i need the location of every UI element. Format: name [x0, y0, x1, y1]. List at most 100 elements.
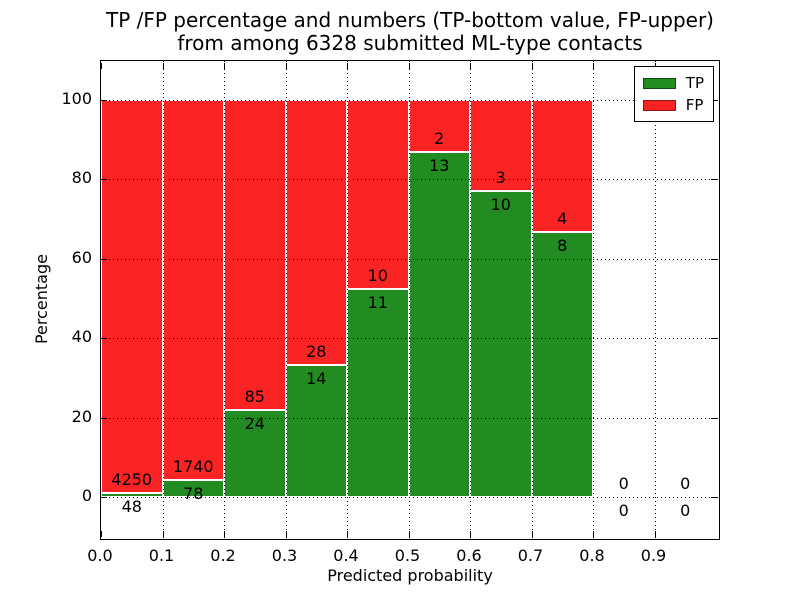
- fp-count-label: 4250: [111, 469, 153, 489]
- vertical-gridline: [408, 61, 410, 539]
- fp-count-label: 2: [434, 129, 445, 149]
- chart-title-line1: TP /FP percentage and numbers (TP-bottom…: [106, 8, 714, 32]
- x-tickmark: [654, 531, 656, 537]
- vertical-gridline: [654, 61, 656, 539]
- y-tickmark: [101, 99, 107, 101]
- tp-count-label: 14: [306, 368, 327, 388]
- y-tickmark: [101, 417, 107, 419]
- vertical-gridline: [347, 61, 348, 539]
- tp-count-label: 0: [618, 501, 629, 520]
- tp-bar: [408, 152, 470, 497]
- y-tick-label: 60: [71, 247, 92, 267]
- x-tickmark: [285, 531, 287, 537]
- x-tick-label: 0.8: [579, 546, 605, 565]
- x-tickmark-top: [408, 63, 410, 69]
- horizontal-gridline: [101, 417, 719, 419]
- fp-bar: [285, 99, 347, 365]
- horizontal-gridline: [101, 497, 719, 498]
- x-tick-label: 0.2: [210, 546, 236, 565]
- y-tickmark: [101, 338, 107, 339]
- x-tick-label: 0.6: [456, 546, 482, 565]
- x-tickmark: [408, 531, 410, 537]
- tp-count-label: 11: [367, 292, 388, 312]
- y-tickmark-right: [711, 258, 717, 260]
- vertical-gridline: [470, 61, 471, 539]
- fp-count-label: 4: [557, 208, 568, 228]
- legend-item-tp: TP: [642, 72, 704, 94]
- x-tick-label: 0.4: [333, 546, 359, 565]
- x-tickmark: [347, 531, 348, 537]
- y-tick-label: 100: [61, 88, 92, 108]
- chart-title: TP /FP percentage and numbers (TP-bottom…: [100, 9, 720, 55]
- tp-color-swatch: [642, 77, 676, 89]
- x-tick-label: 0.3: [271, 546, 298, 565]
- x-tick-label: 0.1: [148, 546, 175, 565]
- y-tickmark: [101, 179, 107, 180]
- fp-count-label: 10: [367, 265, 388, 285]
- y-axis-label: Percentage: [32, 254, 51, 345]
- x-tick-label: 0.7: [517, 546, 544, 565]
- fp-bar: [470, 99, 532, 192]
- tp-bar: [531, 231, 593, 497]
- y-tickmark-right: [711, 417, 717, 419]
- chart-title-line2: from among 6328 submitted ML-type contac…: [177, 31, 643, 55]
- y-tickmark-right: [711, 179, 717, 180]
- vertical-gridline: [285, 61, 287, 539]
- x-tick-label: 0.5: [394, 546, 421, 565]
- fp-count-label: 1740: [172, 456, 214, 476]
- tp-count-label: 24: [244, 413, 265, 433]
- tp-count-label: 10: [490, 195, 511, 215]
- fp-bar: [224, 99, 286, 410]
- horizontal-gridline: [101, 179, 719, 180]
- horizontal-gridline: [101, 99, 719, 101]
- fp-count-label: 0: [680, 474, 691, 493]
- tp-count-label: 0: [680, 501, 691, 520]
- x-tickmark: [531, 531, 533, 537]
- x-tickmark-top: [101, 63, 102, 69]
- x-tickmark-top: [531, 63, 533, 69]
- fp-count-label: 28: [306, 341, 327, 361]
- y-tick-label: 80: [71, 168, 92, 187]
- fp-count-label: 85: [244, 386, 265, 406]
- y-tickmark: [101, 258, 107, 260]
- vertical-gridline: [531, 61, 533, 539]
- fp-count-label: 3: [495, 168, 506, 188]
- tp-count-label: 78: [183, 483, 204, 503]
- legend: TP FP: [633, 66, 714, 122]
- fp-color-swatch: [642, 99, 676, 111]
- x-tickmark-top: [162, 63, 164, 69]
- plot-area: 4250 48 1740 78 85 24 28 14 10 11 2 13 3 10 4 8 0 0 0 0 TP …: [100, 60, 720, 540]
- x-tickmark-top: [347, 63, 348, 69]
- tp-count-label: 48: [121, 496, 142, 516]
- y-tickmark-right: [711, 338, 717, 339]
- x-tick-label: 0.9: [640, 546, 667, 565]
- tp-bar: [347, 288, 409, 497]
- x-tickmark-top: [593, 63, 594, 69]
- y-tick-label: 40: [71, 327, 92, 346]
- x-axis-label: Predicted probability: [327, 566, 493, 585]
- fp-bar: [101, 99, 163, 493]
- tp-legend-label: TP: [685, 74, 704, 92]
- fp-count-label: 0: [618, 474, 629, 493]
- legend-item-fp: FP: [642, 94, 704, 116]
- fp-legend-label: FP: [685, 96, 704, 114]
- tp-count-label: 8: [557, 235, 568, 255]
- x-tick-label: 0.0: [87, 546, 113, 565]
- tp-count-label: 13: [429, 156, 450, 176]
- x-tickmark: [593, 531, 594, 537]
- x-tickmark: [470, 531, 471, 537]
- vertical-gridline: [593, 61, 594, 539]
- x-tickmark-top: [285, 63, 287, 69]
- x-tickmark: [162, 531, 164, 537]
- y-tick-label: 20: [71, 406, 92, 426]
- y-tick-label: 0: [81, 486, 92, 505]
- tp-bar: [101, 492, 163, 497]
- vertical-gridline: [162, 61, 164, 539]
- y-tickmark-right: [711, 99, 717, 101]
- y-tickmark-right: [711, 497, 717, 498]
- x-tickmark: [101, 531, 102, 537]
- x-tickmark-top: [470, 63, 471, 69]
- fp-bar: [347, 99, 409, 289]
- horizontal-gridline: [101, 338, 719, 339]
